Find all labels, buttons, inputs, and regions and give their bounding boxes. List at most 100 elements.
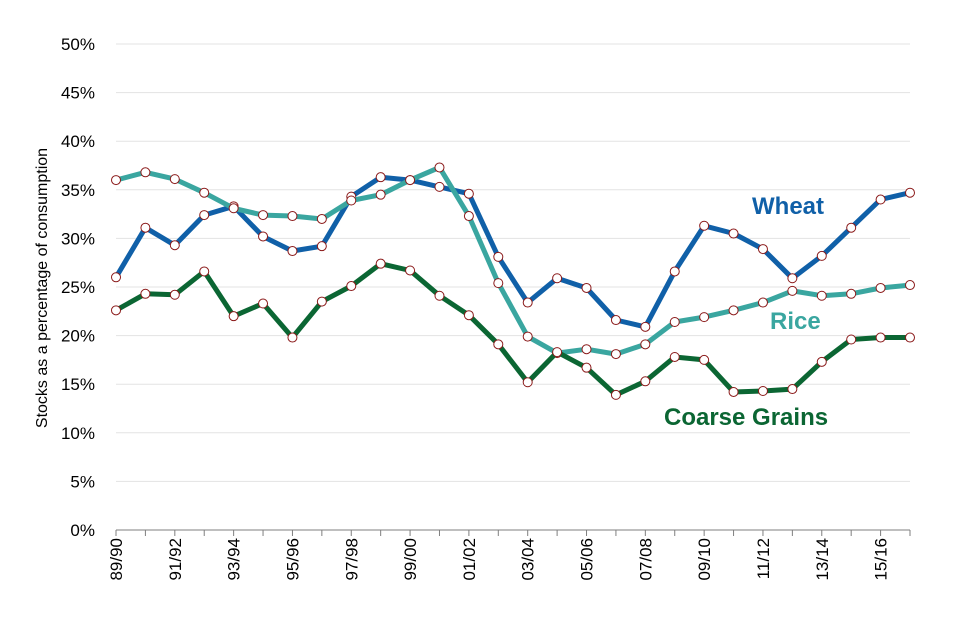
coarse-grains-data-point [875, 332, 886, 343]
wheat-data-point [581, 282, 592, 293]
rice-data-point [169, 174, 180, 185]
wheat-data-point [728, 228, 739, 239]
coarse-grains-data-point [493, 339, 504, 350]
rice-data-point [522, 331, 533, 342]
coarse-grains-data-point [316, 296, 327, 307]
coarse-grains-data-point [111, 305, 121, 316]
rice-data-point [375, 189, 386, 200]
rice-data-point [287, 211, 298, 222]
rice-data-point [757, 297, 768, 308]
x-tick-label: 05/06 [578, 538, 597, 581]
series-layer [111, 162, 915, 400]
y-tick-label: 10% [61, 424, 95, 443]
rice-data-point [581, 344, 592, 355]
y-tick-label: 35% [61, 181, 95, 200]
wheat-data-point [669, 266, 680, 277]
wheat-data-point [316, 241, 327, 252]
rice-data-point [610, 349, 621, 360]
gridlines [116, 43, 910, 482]
y-tick-label: 30% [61, 229, 95, 248]
rice-data-point [669, 316, 680, 327]
x-tick-label: 07/08 [636, 538, 655, 581]
coarse-grains-data-point [228, 311, 239, 322]
rice-data-point [258, 210, 269, 221]
rice-data-point [111, 175, 121, 186]
coarse-grains-data-point [905, 332, 915, 343]
x-tick-label: 15/16 [872, 538, 891, 581]
coarse-grains-data-point [375, 258, 386, 269]
wheat-data-point [640, 321, 651, 332]
wheat-data-point [258, 231, 269, 242]
y-tick-label: 5% [70, 472, 95, 491]
coarse-grains-data-point [640, 376, 651, 387]
coarse-grains-data-point [463, 310, 474, 321]
rice-data-point [316, 213, 327, 224]
rice-data-point [228, 203, 239, 214]
wheat-data-point [757, 244, 768, 255]
coarse-grains-data-point [169, 289, 180, 300]
x-tick-label: 11/12 [754, 538, 773, 579]
coarse-grains-data-point [728, 386, 739, 397]
wheat-data-point [199, 210, 210, 221]
rice-data-point [434, 162, 445, 173]
wheat-data-point [905, 187, 915, 198]
x-tick-label: 91/92 [166, 538, 185, 581]
coarse-grains-data-point [434, 290, 445, 301]
coarse-grains-data-point [522, 377, 533, 388]
x-axis [115, 529, 911, 536]
rice-data-point [816, 290, 827, 301]
x-tick-label: 99/00 [401, 538, 420, 581]
coarse-grains-data-point [610, 389, 621, 400]
y-tick-label: 45% [61, 84, 95, 103]
wheat-data-point [846, 222, 857, 233]
rice-data-point [140, 167, 151, 178]
x-tick-label: 03/04 [519, 538, 538, 581]
y-tick-label: 15% [61, 375, 95, 394]
rice-data-point [905, 280, 915, 291]
wheat-data-point [111, 272, 121, 283]
wheat-data-point [875, 194, 886, 205]
coarse-grains-data-point [669, 351, 680, 362]
coarse-grains-data-point [258, 298, 269, 309]
coarse-grains-data-point [757, 386, 768, 397]
coarse-grains-data-point [581, 362, 592, 373]
wheat-data-point [522, 297, 533, 308]
wheat-data-point [434, 181, 445, 192]
wheat-data-point [140, 222, 151, 233]
x-tick-label: 13/14 [813, 538, 832, 581]
wheat-series-line [113, 174, 913, 330]
y-tick-label: 40% [61, 132, 95, 151]
rice-data-point [463, 211, 474, 222]
wheat-data-point [552, 273, 563, 284]
rice-data-point [346, 195, 357, 206]
x-tick-labels: 89/90 91/92 93/94 95/96 97/98 99/00 01/02 03/04… [107, 538, 891, 581]
y-tick-label: 0% [70, 521, 95, 540]
wheat-data-point [493, 251, 504, 262]
rice-series-line [113, 164, 913, 357]
coarse-grains-data-point [346, 281, 357, 292]
y-tick-label: 20% [61, 327, 95, 346]
coarse-grains-data-point [287, 332, 298, 343]
wheat-data-point [610, 315, 621, 326]
wheat-data-point [375, 172, 386, 183]
coarse-grains-series-label: Coarse Grains [664, 404, 828, 431]
x-tick-label: 01/02 [460, 538, 479, 581]
rice-data-point [787, 285, 798, 296]
coarse-grains-data-point [846, 334, 857, 345]
wheat-series-label: Wheat [752, 193, 824, 220]
coarse-grains-data-point [552, 347, 563, 358]
coarse-grains-data-point [199, 266, 210, 277]
rice-data-point [405, 175, 416, 186]
coarse-grains-data-point [787, 384, 798, 395]
y-tick-label: 50% [61, 35, 95, 54]
coarse-grains-data-point [140, 288, 151, 299]
coarse-grains-series-line [113, 261, 913, 398]
rice-data-point [699, 312, 710, 323]
wheat-data-point [699, 220, 710, 231]
wheat-data-point [463, 188, 474, 199]
coarse-grains-data-point [405, 265, 416, 276]
wheat-data-point [787, 273, 798, 284]
wheat-data-point [287, 246, 298, 257]
coarse-grains-data-point [699, 354, 710, 365]
